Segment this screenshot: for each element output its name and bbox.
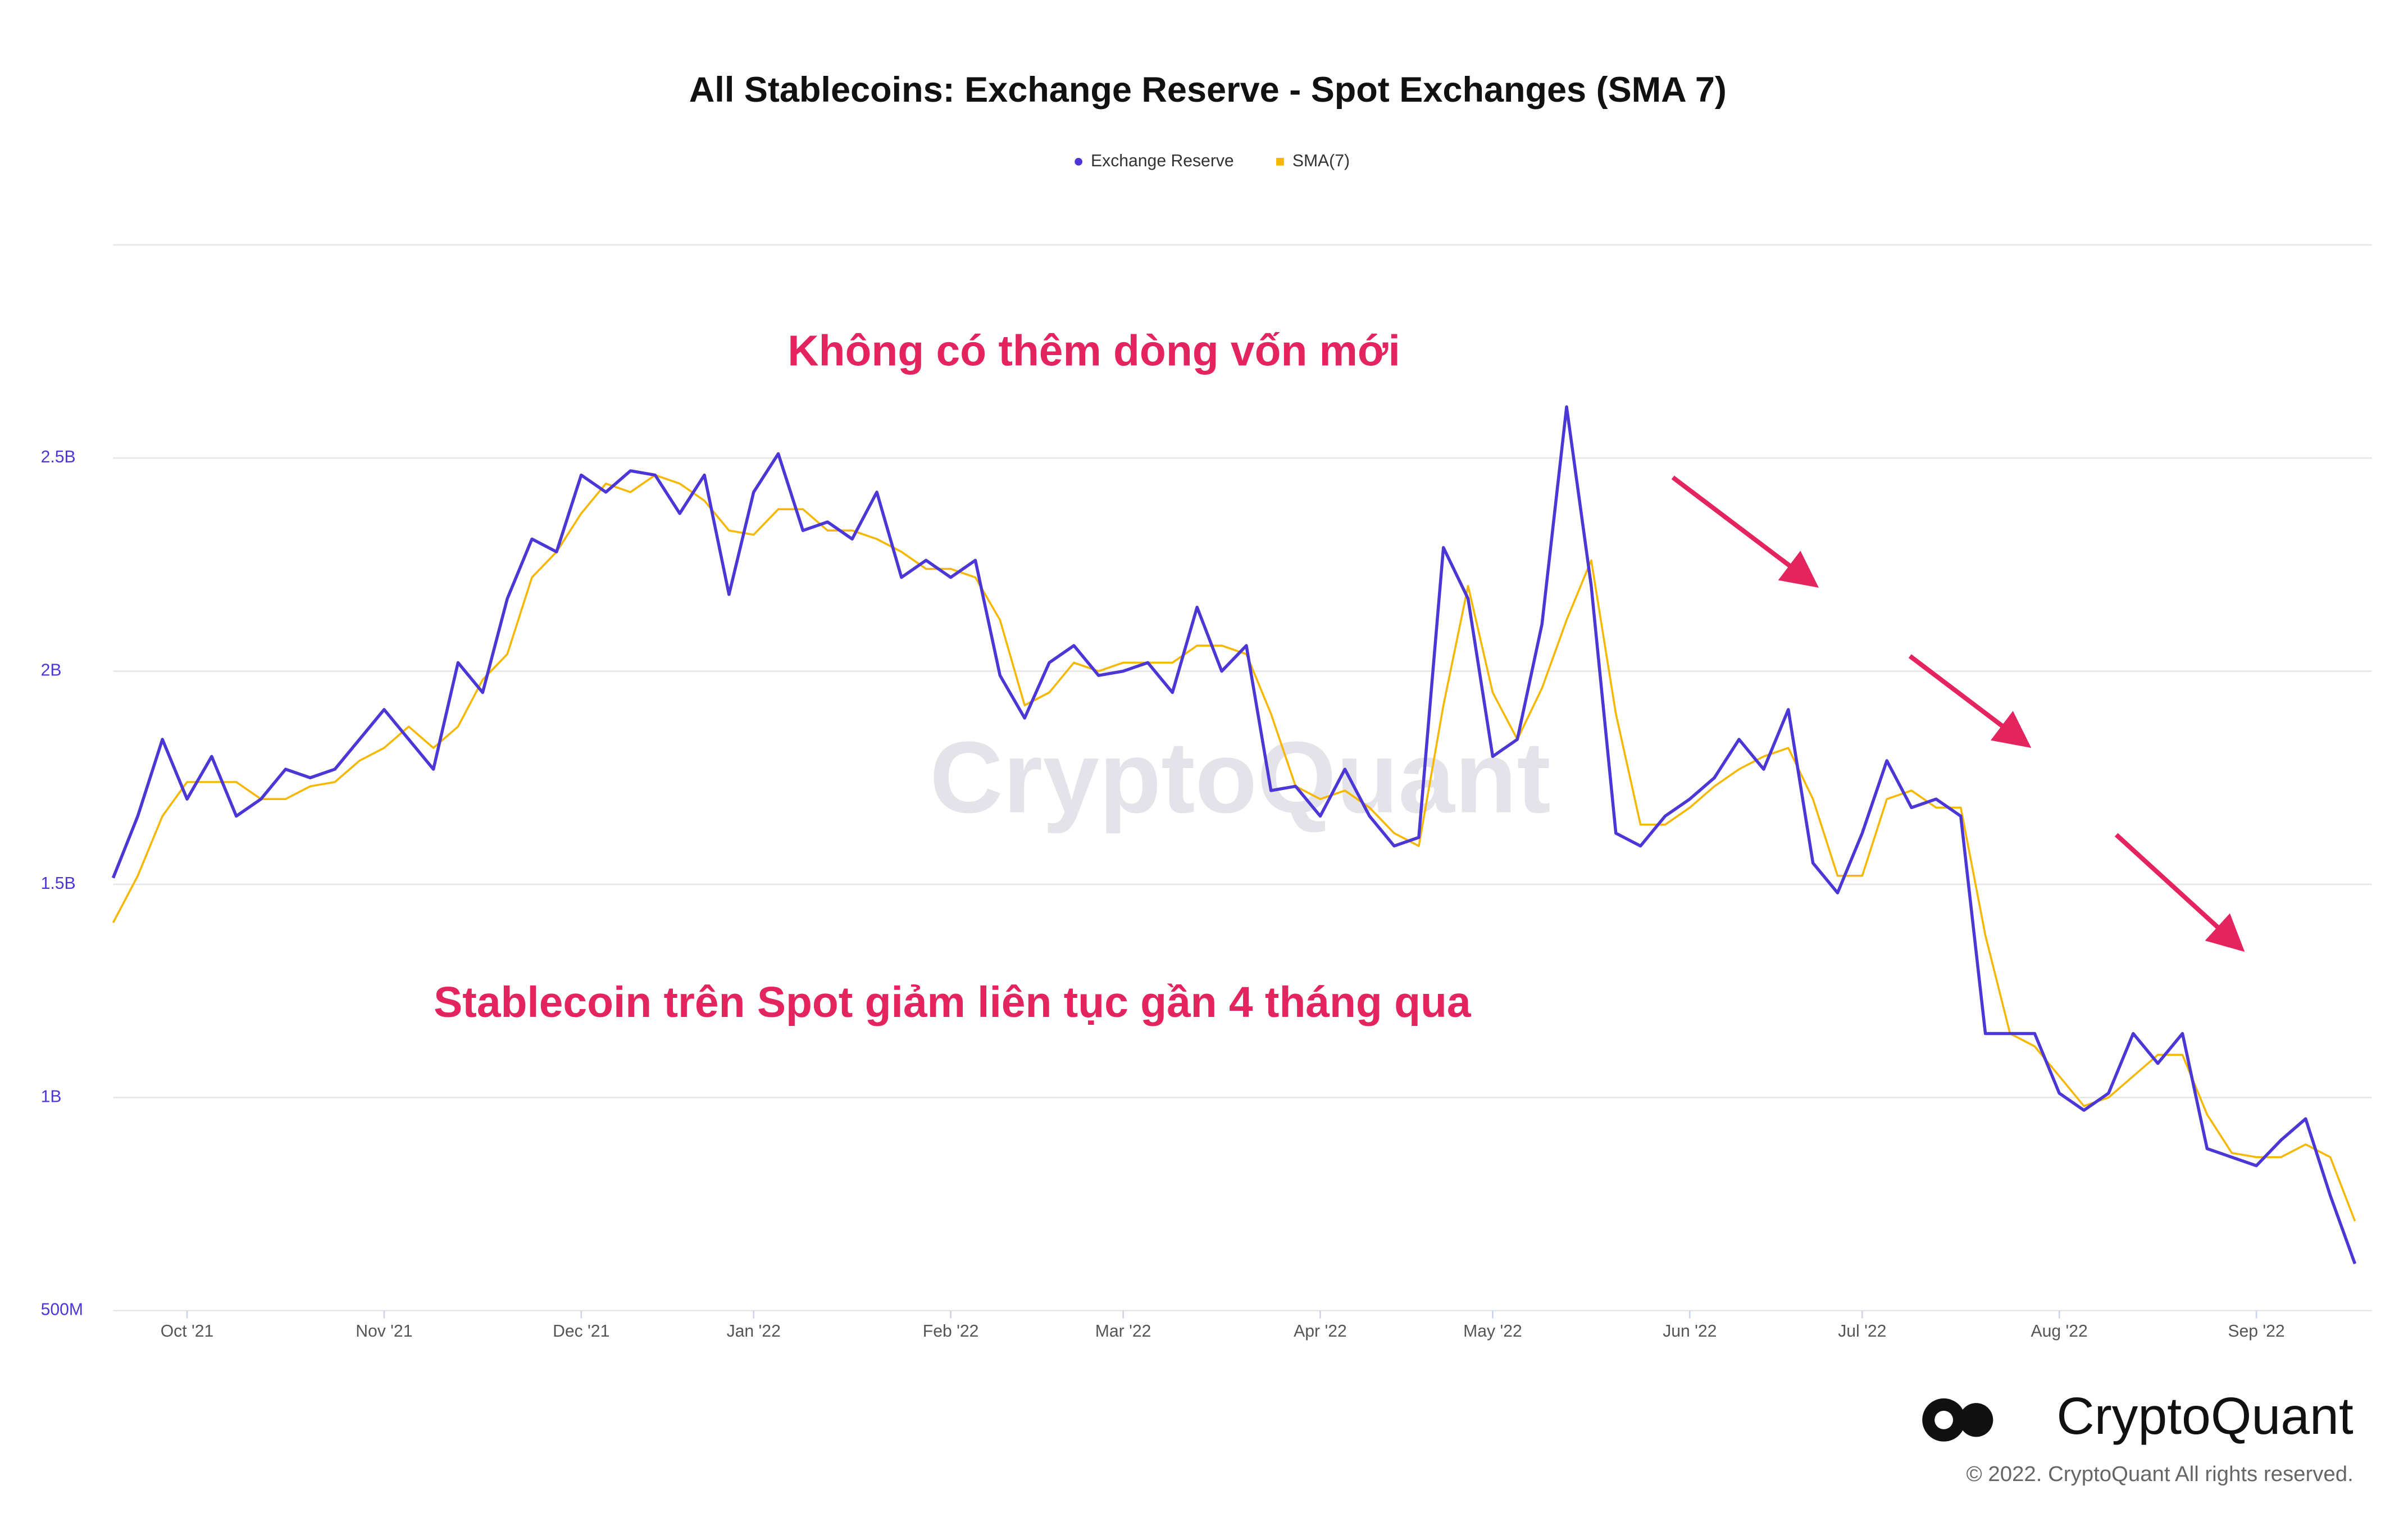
copyright: © 2022. CryptoQuant All rights reserved. [1967,1462,2354,1486]
x-tick-label: Sep '22 [2228,1322,2284,1341]
arrow [1908,654,2032,748]
y-tick-label: 1B [41,1087,62,1106]
brand: CryptoQuant [2056,1387,2353,1445]
y-tick-label: 2B [41,661,62,680]
legend: Exchange Reserve SMA(7) [1075,152,1350,170]
x-tick-label: Jul '22 [1838,1322,1886,1341]
x-tick-label: Jun '22 [1663,1322,1717,1341]
legend-marker [1276,157,1284,166]
legend-label: Exchange Reserve [1091,152,1234,170]
series-line [112,474,2356,1221]
arrow [2114,833,2245,952]
annotation: Stablecoin trên Spot giảm liên tục gần 4… [434,979,1472,1027]
x-tick-label: Oct '21 [161,1322,214,1341]
x-tick-label: May '22 [1463,1322,1522,1341]
annotation: Không có thêm dòng vốn mới [788,328,1400,375]
legend-marker [1075,157,1082,166]
watermark: CryptoQuant [930,721,1551,834]
x-tick-label: Nov '21 [356,1322,412,1341]
brand-logo [1922,1398,1993,1442]
x-tick-label: Mar '22 [1095,1322,1151,1341]
x-tick-label: Feb '22 [923,1322,979,1341]
x-tick-label: Apr '22 [1294,1322,1347,1341]
x-tick-label: Jan '22 [727,1322,781,1341]
x-tick-label: Dec '21 [553,1322,609,1341]
chart-title: All Stablecoins: Exchange Reserve - Spot… [689,70,1727,110]
legend-label: SMA(7) [1292,152,1350,170]
series-line [111,405,2357,1265]
y-tick-label: 2.5B [41,448,76,466]
arrow [1671,475,1819,588]
y-tick-label: 500M [41,1301,83,1319]
plot-area: 500M 1B 1.5B 2B 2.5B Oct '21 Nov '21 Dec '21 Jan… [41,244,2372,1341]
y-tick-label: 1.5B [41,874,76,893]
x-tick-label: Aug '22 [2031,1322,2088,1341]
